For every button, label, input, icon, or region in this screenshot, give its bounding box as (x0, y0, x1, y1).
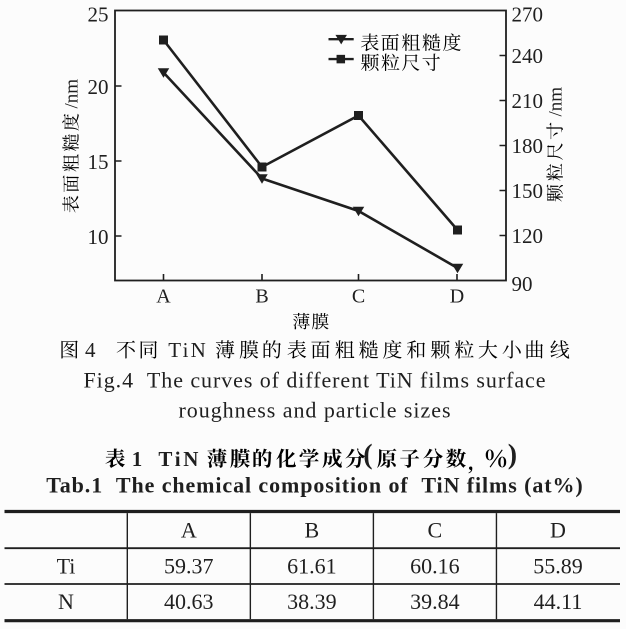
svg-text:A: A (156, 286, 171, 308)
svg-text:1: 1 (132, 447, 143, 471)
svg-text:150: 150 (512, 179, 544, 203)
svg-text:55.89: 55.89 (533, 554, 583, 579)
svg-text:D: D (550, 518, 566, 543)
svg-text:A: A (181, 518, 197, 543)
svg-text:C: C (428, 518, 443, 543)
svg-text:240: 240 (512, 44, 544, 68)
svg-text:roughness and particle sizes: roughness and particle sizes (179, 398, 451, 423)
svg-text:38.39: 38.39 (287, 589, 337, 614)
svg-text:B: B (305, 518, 320, 543)
svg-text:180: 180 (512, 134, 544, 158)
svg-text:Fig.4 The curves of different: Fig.4 The curves of different TiN films … (84, 368, 546, 393)
svg-text:B: B (255, 286, 268, 308)
svg-text:TiN: TiN (158, 447, 198, 471)
svg-text:44.11: 44.11 (534, 589, 583, 614)
svg-text:Ti: Ti (57, 554, 76, 579)
svg-text:C: C (352, 286, 365, 308)
svg-text:15: 15 (88, 150, 109, 174)
svg-text:270: 270 (512, 2, 544, 26)
svg-text:Tab.1 The chemical compositio: Tab.1 The chemical composition of TiN fi… (46, 473, 583, 498)
svg-text:(: ( (363, 440, 372, 471)
svg-text:20: 20 (88, 75, 109, 99)
svg-text:N: N (58, 589, 74, 614)
svg-text:): ) (508, 440, 517, 471)
svg-text:120: 120 (512, 224, 544, 248)
svg-text:61.61: 61.61 (287, 554, 337, 579)
svg-text:210: 210 (512, 89, 544, 113)
svg-text:10: 10 (88, 225, 109, 249)
svg-text:/nm: /nm (546, 87, 567, 117)
svg-text:/nm: /nm (62, 79, 83, 109)
svg-text:60.16: 60.16 (410, 554, 460, 579)
svg-text:D: D (450, 286, 464, 308)
svg-text:90: 90 (512, 272, 533, 296)
svg-text:39.84: 39.84 (410, 589, 460, 614)
svg-text:40.63: 40.63 (164, 589, 214, 614)
svg-text:59.37: 59.37 (164, 554, 214, 579)
svg-text:25: 25 (88, 2, 109, 26)
svg-text:4: 4 (85, 338, 96, 362)
svg-text:TiN: TiN (168, 338, 206, 362)
